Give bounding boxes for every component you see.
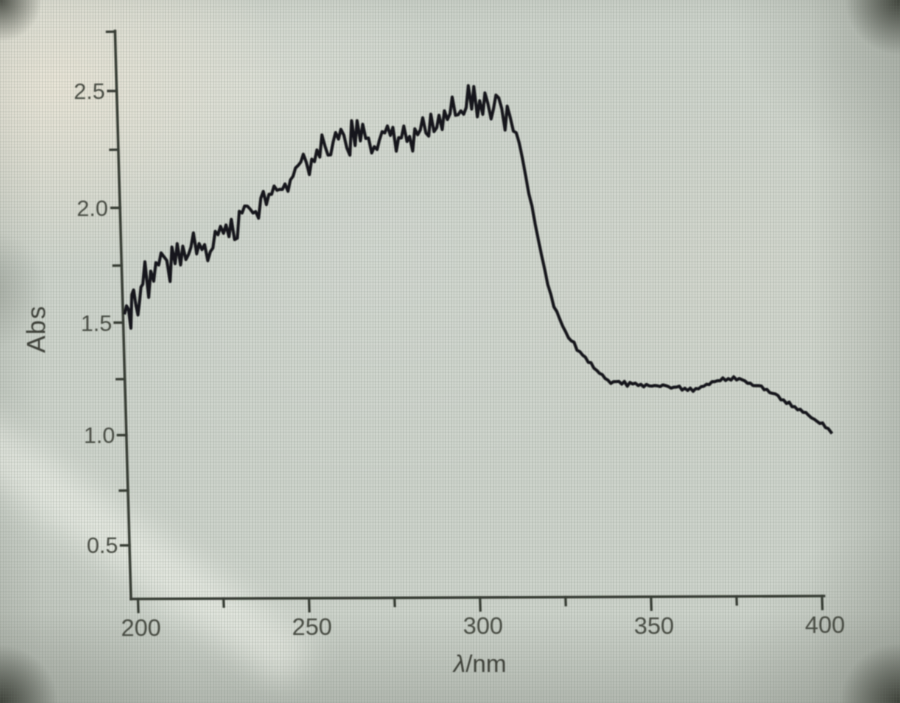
svg-text:2.0: 2.0 bbox=[77, 196, 108, 221]
svg-text:400: 400 bbox=[805, 612, 845, 639]
svg-text:1.0: 1.0 bbox=[84, 423, 115, 448]
svg-text:300: 300 bbox=[463, 613, 503, 640]
svg-text:250: 250 bbox=[292, 614, 332, 641]
svg-text:Abs: Abs bbox=[21, 305, 51, 353]
svg-text:350: 350 bbox=[634, 613, 674, 640]
svg-text:2.5: 2.5 bbox=[74, 79, 105, 104]
svg-text:200: 200 bbox=[121, 615, 161, 642]
svg-text:λ/nm: λ/nm bbox=[452, 651, 507, 678]
svg-text:1.5: 1.5 bbox=[81, 311, 112, 336]
svg-text:0.5: 0.5 bbox=[87, 533, 118, 558]
